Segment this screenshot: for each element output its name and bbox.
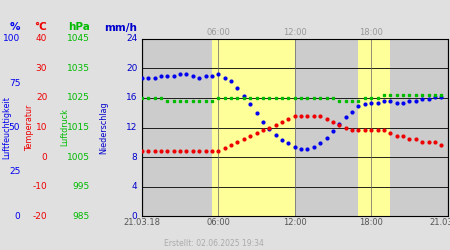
Text: 0: 0 (41, 152, 47, 162)
Text: 0: 0 (131, 212, 137, 221)
Text: -10: -10 (32, 182, 47, 191)
Text: mm/h: mm/h (104, 22, 137, 32)
Text: 20: 20 (126, 64, 137, 73)
Text: 20: 20 (36, 94, 47, 102)
Text: 25: 25 (9, 168, 20, 176)
Text: %: % (10, 22, 20, 32)
Text: 50: 50 (9, 123, 20, 132)
Text: 985: 985 (73, 212, 90, 221)
Bar (359, 39, 390, 216)
Text: 1045: 1045 (67, 34, 90, 43)
Text: Erstellt: 02.06.2025 19:34: Erstellt: 02.06.2025 19:34 (164, 238, 264, 248)
Text: 40: 40 (36, 34, 47, 43)
Text: Niederschlag: Niederschlag (99, 101, 108, 154)
Text: 16: 16 (126, 94, 137, 102)
Text: 1015: 1015 (67, 123, 90, 132)
Text: 8: 8 (131, 152, 137, 162)
Text: °C: °C (35, 22, 47, 32)
Text: -20: -20 (32, 212, 47, 221)
Text: 10: 10 (36, 123, 47, 132)
Text: 30: 30 (36, 64, 47, 73)
Text: 100: 100 (3, 34, 20, 43)
Text: 1035: 1035 (67, 64, 90, 73)
Text: Luftdruck: Luftdruck (61, 108, 70, 146)
Text: Luftfeuchtigkeit: Luftfeuchtigkeit (2, 96, 11, 159)
Text: Temperatur: Temperatur (25, 104, 34, 151)
Text: hPa: hPa (68, 22, 90, 32)
Text: 1005: 1005 (67, 152, 90, 162)
Text: 995: 995 (73, 182, 90, 191)
Text: 4: 4 (131, 182, 137, 191)
Bar (212, 39, 295, 216)
Text: 24: 24 (126, 34, 137, 43)
Text: 1025: 1025 (67, 94, 90, 102)
Text: 75: 75 (9, 78, 20, 88)
Text: 0: 0 (14, 212, 20, 221)
Text: 12: 12 (126, 123, 137, 132)
